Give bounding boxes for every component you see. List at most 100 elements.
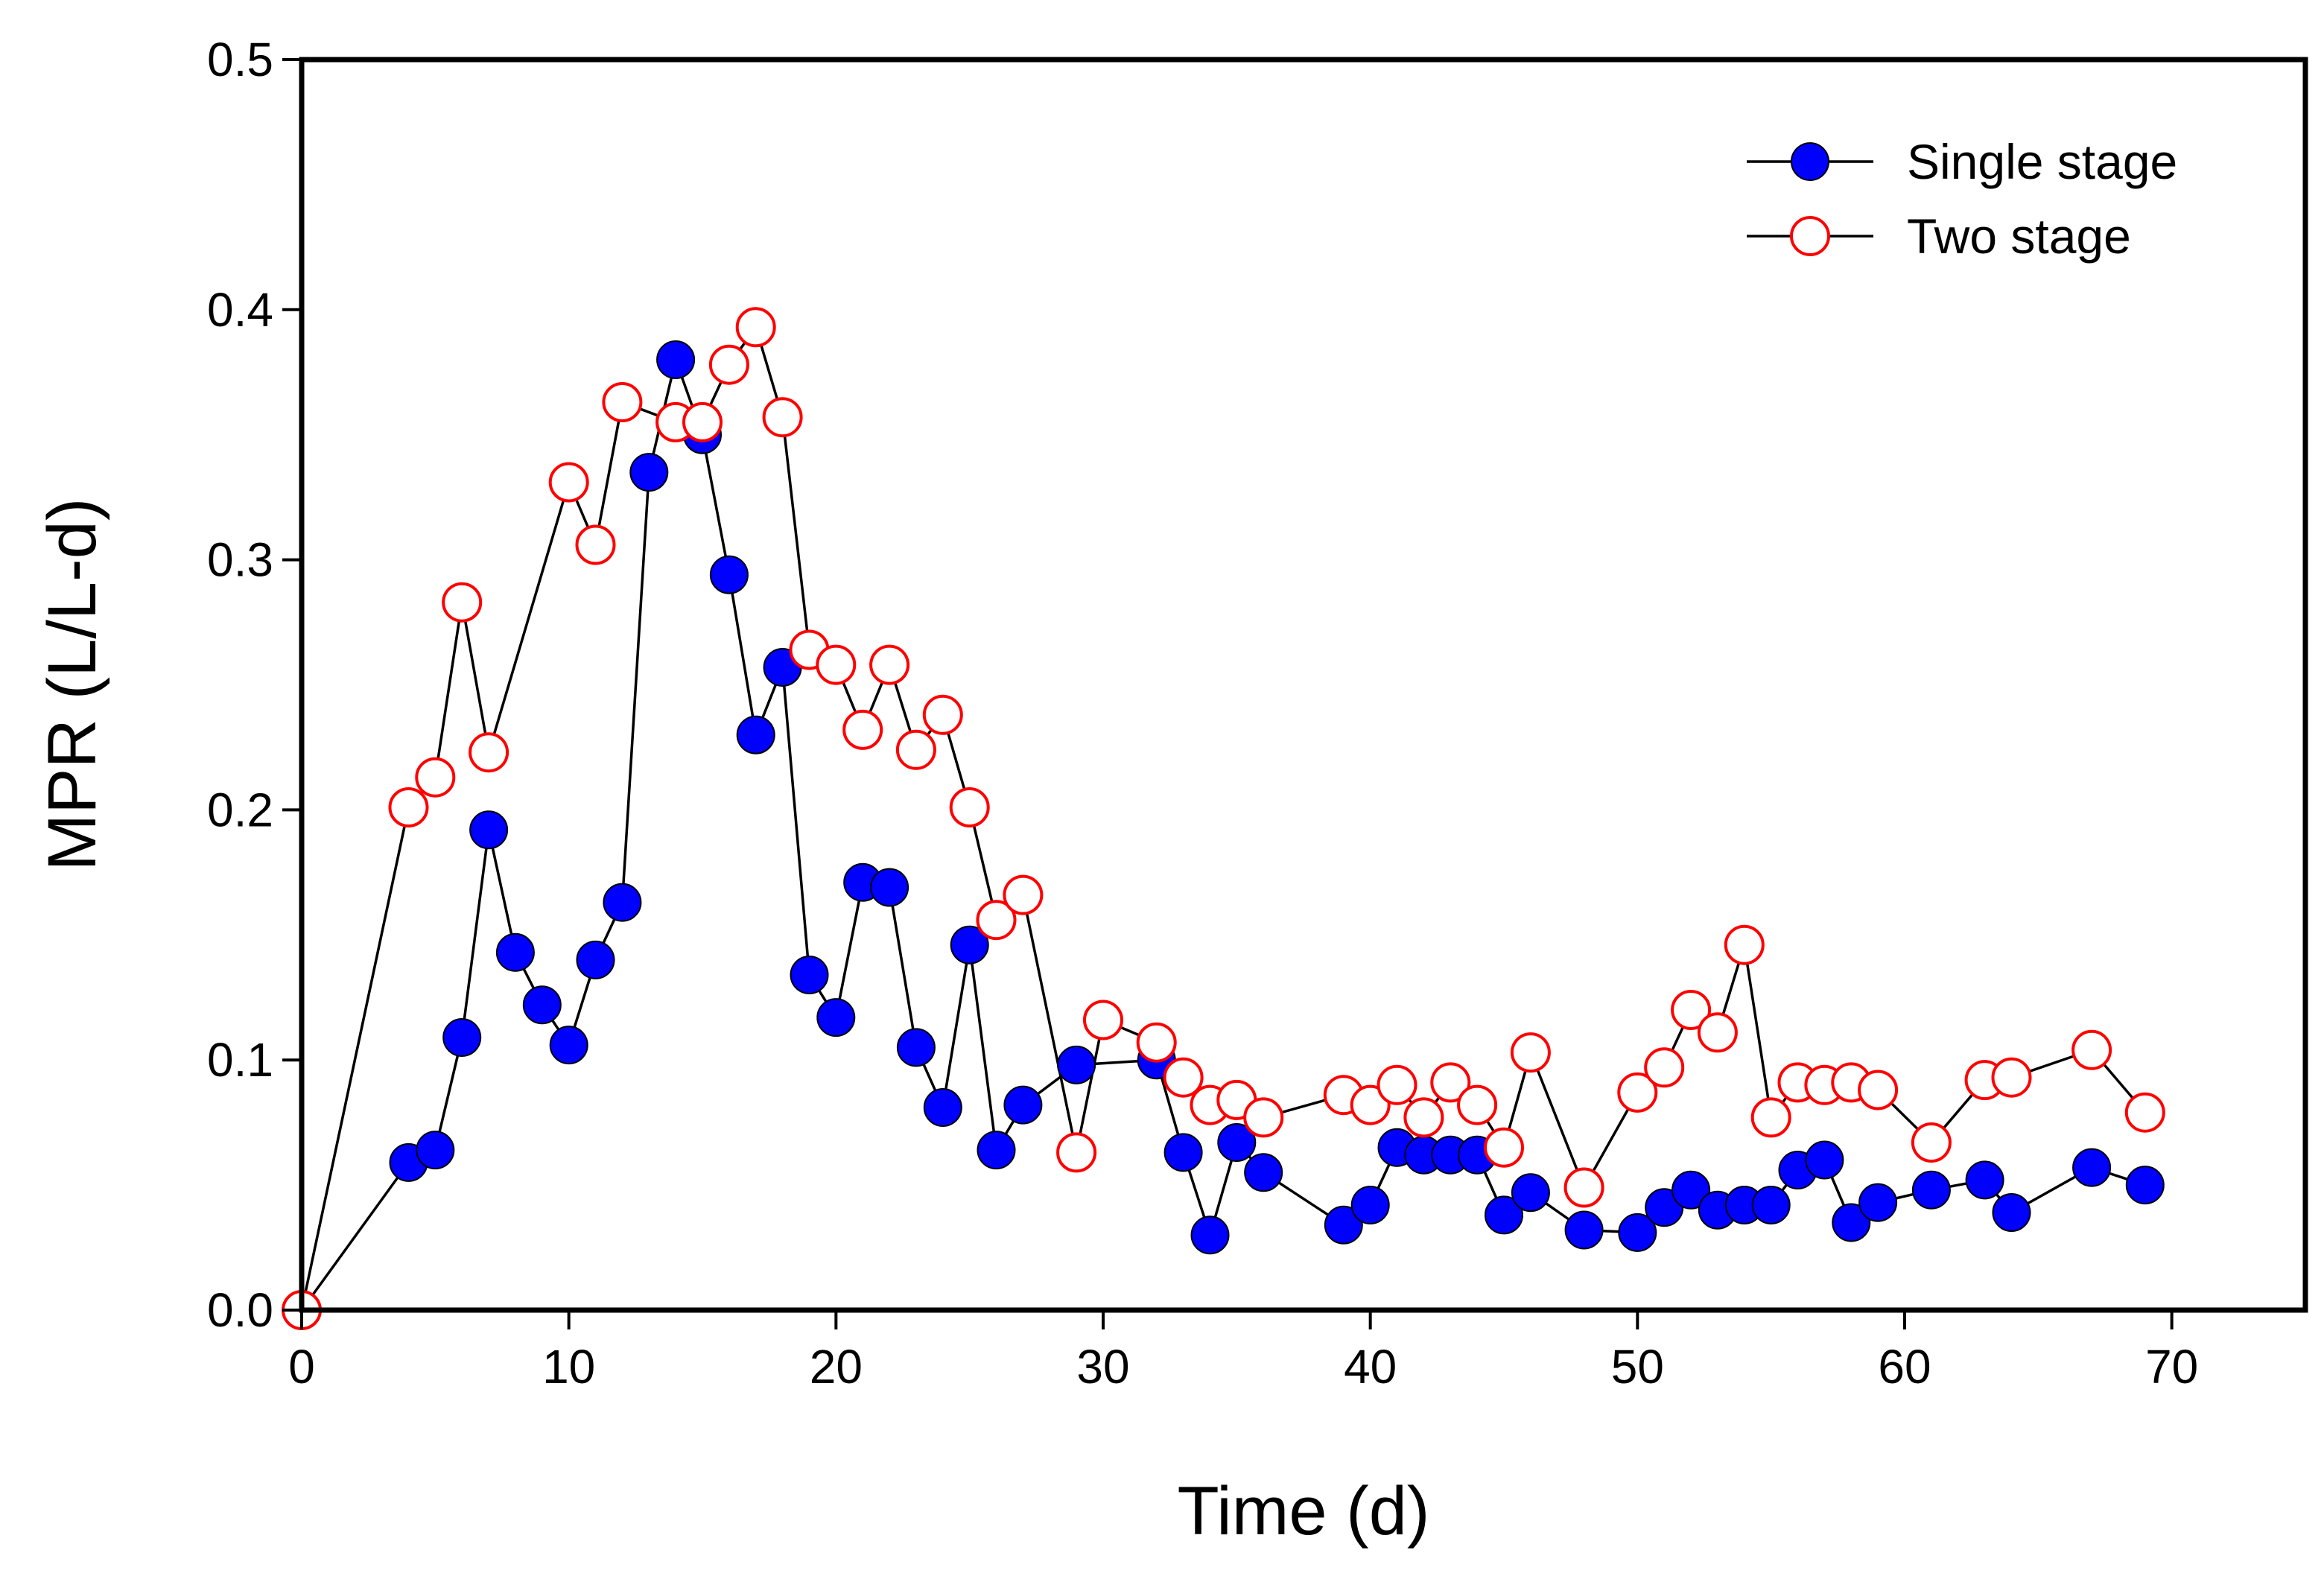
single-stage-point (416, 1131, 455, 1170)
legend-marker (1791, 142, 1829, 181)
two-stage-point (1724, 924, 1765, 965)
two-stage-point (1858, 1070, 1899, 1110)
single-stage-point (1992, 1193, 2031, 1232)
y-axis-title: MPR (L/L-d) (34, 498, 110, 871)
x-axis: 0 10 20 30 40 50 60 70 (288, 1310, 2198, 1394)
two-stage-point (682, 401, 723, 442)
two-stage-point (949, 787, 990, 827)
two-stage-point (976, 900, 1017, 941)
two-stage-point (2124, 1092, 2165, 1133)
two-stage-point (1003, 874, 1044, 915)
y-tick-label: 0.5 (207, 33, 273, 86)
x-tick-label: 50 (1611, 1340, 1664, 1394)
single-stage-point (442, 1018, 482, 1057)
single-stage-point (656, 340, 696, 379)
single-stage-point (1190, 1216, 1230, 1255)
single-stage-point (1671, 1170, 1711, 1210)
y-tick-label: 0.2 (207, 783, 273, 836)
two-stage-point (1430, 1062, 1471, 1103)
two-stage-point (895, 729, 936, 770)
single-stage-point (1217, 1123, 1257, 1162)
two-stage-point (1510, 1032, 1551, 1073)
two-stage-point (415, 757, 456, 798)
single-stage-point (950, 925, 989, 965)
single-stage-point (629, 453, 669, 492)
single-stage-point (469, 810, 509, 850)
single-stage-point (603, 883, 642, 922)
two-stage-point (575, 524, 616, 565)
single-stage-point (1965, 1160, 2004, 1200)
two-stage-point (1484, 1127, 1524, 1168)
two-stage-point (1644, 1047, 1685, 1088)
single-stage-point (1350, 1186, 1390, 1224)
x-tick-label: 40 (1344, 1340, 1397, 1394)
two-stage-point (1697, 1012, 1738, 1053)
single-stage-point (1858, 1183, 1898, 1222)
two-stage-point (1163, 1057, 1204, 1098)
legend-marker (1790, 216, 1830, 256)
two-stage-point (842, 709, 883, 750)
y-axis: 0.0 0.1 0.2 0.3 0.4 0.5 (207, 33, 302, 1337)
two-stage-point (735, 307, 776, 348)
single-stage-point (1057, 1045, 1096, 1084)
single-stage-point (790, 956, 829, 994)
single-stage-point (1564, 1210, 1604, 1250)
single-stage-point (709, 555, 749, 594)
single-stage-point (522, 985, 562, 1025)
two-stage-point (1056, 1132, 1097, 1173)
single-stage-point (1485, 1195, 1523, 1235)
two-stage-point (2071, 1029, 2112, 1070)
two-stage-point (869, 644, 910, 685)
two-stage-point (442, 582, 483, 623)
series-markers (282, 307, 2165, 1330)
two-stage-point (1243, 1097, 1284, 1138)
single-stage-point (1618, 1213, 1657, 1252)
two-stage-point (1750, 1097, 1791, 1138)
x-tick-label: 60 (1878, 1340, 1931, 1394)
two-stage-point (1911, 1122, 1952, 1163)
y-tick-label: 0.4 (207, 283, 273, 337)
y-tick-label: 0.1 (207, 1033, 273, 1087)
single-stage-point (923, 1088, 962, 1127)
two-stage-point (1083, 1000, 1123, 1040)
x-tick-label: 0 (288, 1340, 315, 1394)
single-stage-point (736, 715, 775, 754)
single-stage-point (549, 1026, 588, 1065)
two-stage-point (1617, 1072, 1658, 1113)
two-stage-point (1671, 990, 1712, 1030)
x-tick-label: 20 (810, 1340, 863, 1394)
single-stage-point (1244, 1153, 1283, 1192)
plot-frame (299, 57, 2308, 1313)
y-tick-label: 0.0 (207, 1283, 273, 1337)
legend: Single stage Two stage (1747, 134, 2177, 264)
two-stage-point (1403, 1097, 1444, 1138)
y-tick-label: 0.3 (207, 533, 273, 587)
single-stage-point (816, 998, 856, 1037)
two-stage-point (1563, 1167, 1604, 1208)
legend-label: Single stage (1907, 134, 2177, 189)
two-stage-point (816, 644, 857, 685)
two-stage-point (1457, 1084, 1498, 1125)
single-stage-point (896, 1028, 936, 1067)
single-stage-point (495, 932, 535, 972)
two-stage-point (602, 382, 643, 422)
single-stage-point (1911, 1170, 1951, 1210)
single-stage-point (977, 1131, 1016, 1170)
two-stage-point (388, 787, 429, 827)
single-stage-point (2072, 1148, 2112, 1187)
two-stage-point (762, 397, 803, 438)
two-stage-point (1991, 1057, 2032, 1098)
single-stage-point (1751, 1186, 1791, 1224)
two-stage-point (922, 694, 963, 735)
legend-label: Two stage (1907, 209, 2131, 264)
x-tick-label: 30 (1076, 1340, 1129, 1394)
single-stage-point (1003, 1085, 1043, 1125)
single-stage-point (1832, 1203, 1871, 1242)
two-stage-point (1136, 1022, 1177, 1063)
single-stage-point (2125, 1166, 2165, 1205)
single-stage-point (1511, 1173, 1550, 1213)
two-stage-point (1350, 1084, 1391, 1125)
single-stage-point (576, 940, 615, 979)
two-stage-point (708, 344, 749, 385)
